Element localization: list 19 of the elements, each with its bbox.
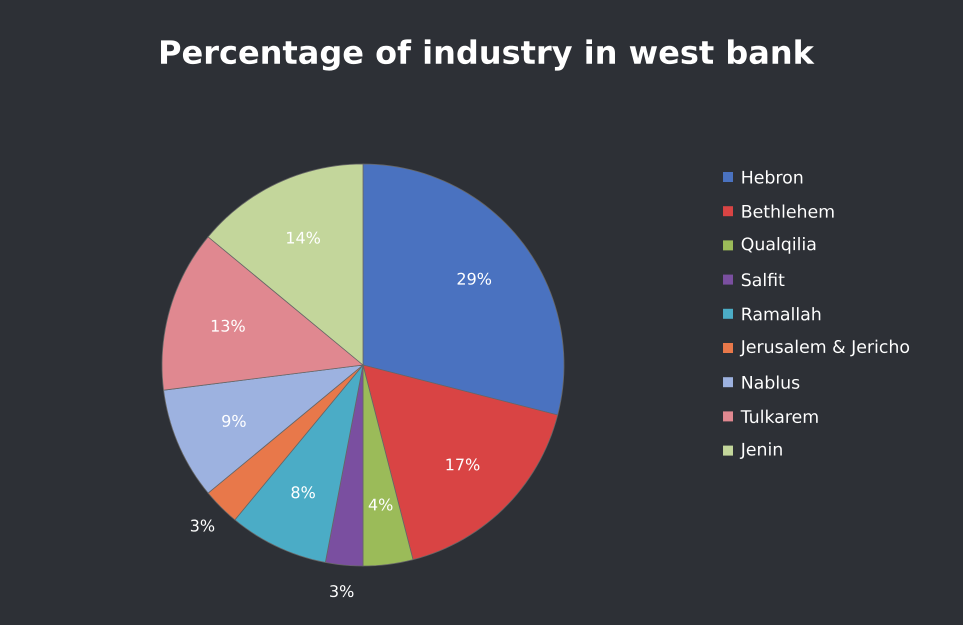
legend-label: Hebron xyxy=(742,170,802,184)
legend-label: Ramallah xyxy=(742,307,820,321)
data-label: 14% xyxy=(287,232,320,244)
data-label: 3% xyxy=(190,520,214,532)
legend-label: Jerusalem & Jericho xyxy=(740,340,910,356)
legend-label: Nablus xyxy=(742,375,800,389)
legend-label: Salfit xyxy=(742,272,784,286)
legend-label: Jenin xyxy=(740,442,782,459)
data-label: 8% xyxy=(291,486,315,498)
data-label: 29% xyxy=(458,272,492,285)
data-label: 4% xyxy=(368,498,392,511)
data-label: 17% xyxy=(446,458,480,471)
data-label: 3% xyxy=(330,585,354,598)
legend-label: Tulkarem xyxy=(740,410,818,424)
data-label: 9% xyxy=(222,414,246,427)
chart-title: Percentage of industry in west bank xyxy=(161,39,815,71)
legend-label: Bethlehem xyxy=(742,204,834,218)
legend-label: Qualqilia xyxy=(742,237,816,254)
data-label: 13% xyxy=(212,320,245,332)
